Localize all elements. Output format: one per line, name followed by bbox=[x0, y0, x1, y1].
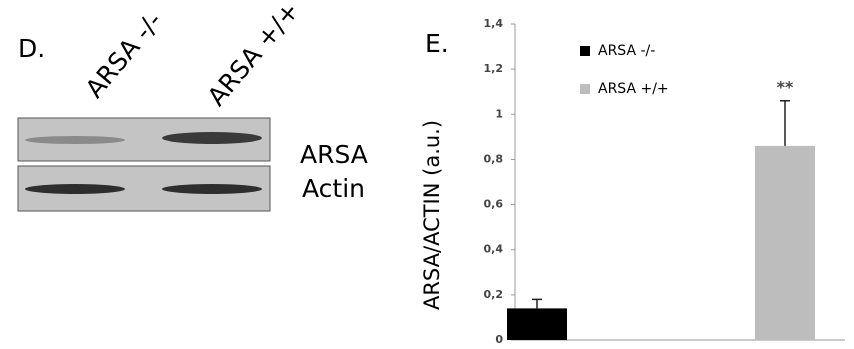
legend-swatch bbox=[580, 84, 590, 94]
y-tick-label: 1 bbox=[495, 107, 503, 120]
blot-band bbox=[162, 132, 262, 144]
y-axis-label: ARSA/ACTIN (a.u.) bbox=[420, 120, 444, 310]
bar bbox=[507, 308, 567, 340]
legend-swatch bbox=[580, 46, 590, 56]
legend-label: ARSA -/- bbox=[598, 43, 655, 59]
y-tick-label: 0,8 bbox=[484, 152, 504, 165]
bar bbox=[755, 146, 815, 340]
blot-band bbox=[25, 136, 125, 144]
legend-label: ARSA +/+ bbox=[598, 81, 669, 97]
panel-label: E. bbox=[425, 29, 449, 58]
y-tick-label: 0,2 bbox=[484, 288, 504, 301]
figure: D. ARSA -/- ARSA +/+ ARSA Actin E. ARSA/… bbox=[0, 0, 854, 349]
panel-label: D. bbox=[18, 34, 45, 63]
blot-band bbox=[162, 184, 262, 194]
annotation: ** bbox=[777, 78, 794, 97]
page: D. ARSA -/- ARSA +/+ ARSA Actin E. ARSA/… bbox=[0, 0, 854, 349]
blot-band bbox=[25, 184, 125, 194]
y-tick-label: 1,4 bbox=[484, 17, 504, 30]
band-label: Actin bbox=[302, 174, 365, 203]
y-tick-label: 0,6 bbox=[484, 198, 504, 211]
y-tick-label: 1,2 bbox=[484, 62, 504, 75]
lane-label: ARSA +/+ bbox=[202, 0, 305, 111]
y-tick-label: 0,4 bbox=[484, 243, 504, 256]
band-label: ARSA bbox=[300, 140, 368, 169]
lane-label: ARSA -/- bbox=[80, 6, 168, 103]
y-tick-label: 0 bbox=[495, 333, 503, 346]
